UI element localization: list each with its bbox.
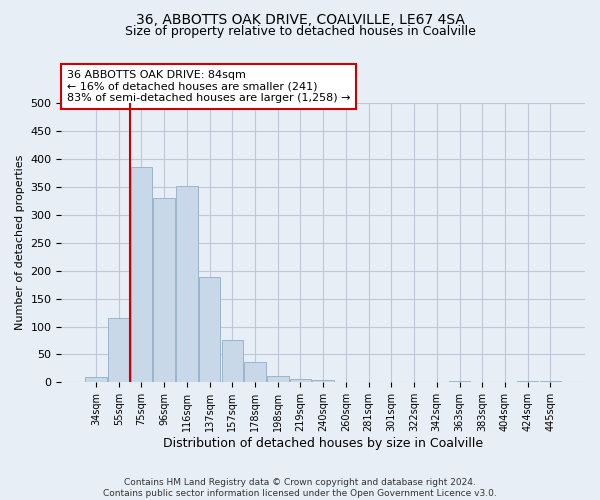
Y-axis label: Number of detached properties: Number of detached properties xyxy=(15,155,25,330)
X-axis label: Distribution of detached houses by size in Coalville: Distribution of detached houses by size … xyxy=(163,437,483,450)
Bar xyxy=(449,380,470,382)
Bar xyxy=(244,362,266,382)
Bar xyxy=(199,278,220,382)
Text: Size of property relative to detached houses in Coalville: Size of property relative to detached ho… xyxy=(125,25,475,38)
Bar xyxy=(267,376,289,382)
Text: 36, ABBOTTS OAK DRIVE, COALVILLE, LE67 4SA: 36, ABBOTTS OAK DRIVE, COALVILLE, LE67 4… xyxy=(136,12,464,26)
Bar xyxy=(176,186,197,382)
Bar xyxy=(85,377,107,382)
Bar xyxy=(313,380,334,382)
Bar xyxy=(154,198,175,382)
Bar xyxy=(221,340,243,382)
Bar xyxy=(290,379,311,382)
Bar xyxy=(108,318,130,382)
Bar xyxy=(539,380,561,382)
Text: Contains HM Land Registry data © Crown copyright and database right 2024.
Contai: Contains HM Land Registry data © Crown c… xyxy=(103,478,497,498)
Text: 36 ABBOTTS OAK DRIVE: 84sqm
← 16% of detached houses are smaller (241)
83% of se: 36 ABBOTTS OAK DRIVE: 84sqm ← 16% of det… xyxy=(67,70,350,103)
Bar xyxy=(131,168,152,382)
Bar xyxy=(517,381,538,382)
